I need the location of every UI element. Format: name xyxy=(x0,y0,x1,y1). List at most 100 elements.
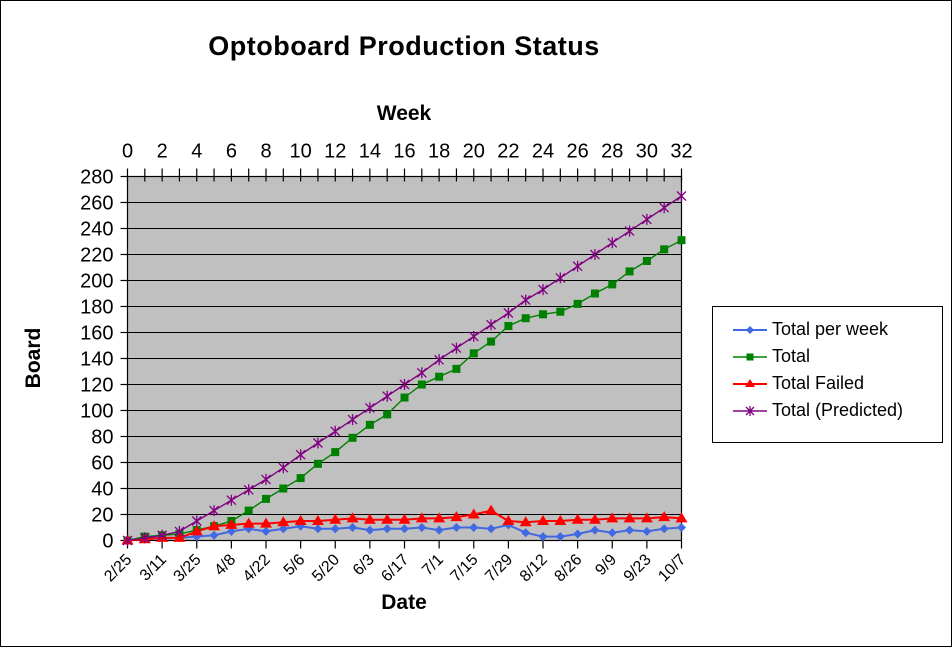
star-marker-icon xyxy=(139,532,150,544)
triangle-marker-icon xyxy=(450,511,463,522)
square-marker-icon xyxy=(487,337,496,346)
date-tick-label: 7/1 xyxy=(419,551,447,579)
star-marker-icon xyxy=(347,414,358,426)
y-tick-label: 40 xyxy=(91,479,113,501)
star-marker-icon xyxy=(174,525,185,537)
triangle-marker-icon xyxy=(208,520,221,531)
star-marker-icon xyxy=(261,473,271,485)
triangle-marker-icon xyxy=(415,512,428,523)
square-marker-icon xyxy=(642,257,651,265)
date-tick-label: 8/12 xyxy=(517,551,551,585)
triangle-marker-icon xyxy=(588,513,601,524)
diamond-marker-icon xyxy=(209,530,219,540)
date-tick-label: 5/20 xyxy=(309,551,343,585)
legend-label: Total per week xyxy=(772,319,889,339)
star-marker-icon xyxy=(191,515,202,527)
legend-item-total-failed: Total Failed xyxy=(731,370,942,397)
star-marker-icon xyxy=(399,379,410,390)
triangle-marker-icon xyxy=(242,517,255,528)
week-tick-label: 14 xyxy=(359,141,381,163)
square-marker-icon xyxy=(573,299,582,308)
triangle-marker-icon xyxy=(733,378,767,387)
date-axis-label: Date xyxy=(381,591,427,614)
date-tick-label: 3/11 xyxy=(137,551,170,584)
triangle-marker-icon xyxy=(398,513,411,524)
triangle-marker-icon xyxy=(623,512,636,523)
chart-title: Optoboard Production Status xyxy=(208,31,600,61)
star-marker-icon xyxy=(486,319,497,331)
star-marker-icon xyxy=(434,354,445,366)
week-axis-label: Week xyxy=(376,102,432,125)
diamond-marker-icon xyxy=(625,525,635,535)
triangle-marker-icon xyxy=(606,512,619,523)
date-tick-label: 6/3 xyxy=(350,551,378,579)
legend-label: Total Failed xyxy=(772,373,865,393)
y-tick-label: 100 xyxy=(80,401,113,423)
y-tick-label: 240 xyxy=(80,219,113,241)
triangle-marker-icon xyxy=(190,525,203,536)
diamond-marker-icon xyxy=(417,523,427,532)
star-marker-icon xyxy=(624,225,635,237)
triangle-marker-icon xyxy=(537,515,549,525)
diamond-marker-icon xyxy=(521,528,531,538)
star-marker-icon xyxy=(607,237,618,249)
triangle-marker-icon xyxy=(260,517,272,528)
diamond-marker-icon xyxy=(733,325,767,334)
triangle-marker-icon xyxy=(519,516,532,527)
legend-item-total-predicted-: Total (Predicted) xyxy=(731,397,942,424)
y-tick-label: 120 xyxy=(80,375,113,397)
week-tick-label: 32 xyxy=(670,141,692,163)
week-tick-label: 0 xyxy=(122,141,133,163)
date-tick-label: 2/25 xyxy=(101,551,135,585)
y-tick-label: 260 xyxy=(80,193,113,215)
square-marker-icon xyxy=(452,364,461,373)
diamond-marker-icon xyxy=(486,524,496,534)
y-tick-label: 200 xyxy=(80,271,113,293)
week-tick-label: 22 xyxy=(497,141,519,163)
week-tick-label: 10 xyxy=(290,141,312,163)
star-marker-icon xyxy=(330,425,341,437)
diamond-marker-icon xyxy=(365,525,375,535)
square-marker-icon xyxy=(521,314,530,323)
y-tick-label: 0 xyxy=(102,531,113,553)
square-marker-icon xyxy=(383,410,392,419)
diamond-marker-icon xyxy=(590,525,600,535)
date-tick-label: 9/23 xyxy=(621,551,655,585)
square-marker-icon xyxy=(608,280,617,289)
diamond-marker-icon xyxy=(555,532,565,542)
diamond-marker-icon xyxy=(278,524,288,534)
square-marker-icon xyxy=(469,349,478,358)
square-marker-icon xyxy=(262,494,270,503)
triangle-marker-icon xyxy=(640,512,653,523)
legend-label: Total (Predicted) xyxy=(772,400,904,420)
date-tick-label: 4/8 xyxy=(211,551,239,579)
diamond-marker-icon xyxy=(607,528,617,538)
week-tick-label: 28 xyxy=(601,141,623,163)
star-marker-icon xyxy=(451,342,462,354)
star-marker-icon xyxy=(641,213,652,225)
date-tick-label: 5/6 xyxy=(281,551,309,579)
week-tick-label: 30 xyxy=(636,141,658,163)
week-tick-label: 26 xyxy=(567,141,589,163)
triangle-marker-icon xyxy=(433,512,446,523)
star-marker-icon xyxy=(364,402,375,414)
y-tick-label: 20 xyxy=(91,505,113,527)
star-marker-icon xyxy=(312,437,323,449)
star-marker-icon xyxy=(572,260,583,272)
date-tick-label: 6/17 xyxy=(378,551,412,585)
diamond-marker-icon xyxy=(400,524,409,534)
diamond-marker-icon xyxy=(538,532,548,542)
square-marker-icon xyxy=(417,380,426,389)
triangle-marker-icon xyxy=(381,513,394,524)
diamond-marker-icon xyxy=(313,524,323,534)
star-marker-icon xyxy=(209,505,220,517)
star-marker-icon xyxy=(416,367,427,379)
star-marker-icon xyxy=(503,307,514,319)
star-marker-icon xyxy=(745,405,755,416)
square-marker-icon xyxy=(435,372,444,381)
square-marker-icon xyxy=(539,310,547,319)
week-tick-label: 8 xyxy=(260,141,271,163)
date-tick-label: 3/25 xyxy=(171,551,205,585)
week-tick-label: 24 xyxy=(532,141,554,163)
